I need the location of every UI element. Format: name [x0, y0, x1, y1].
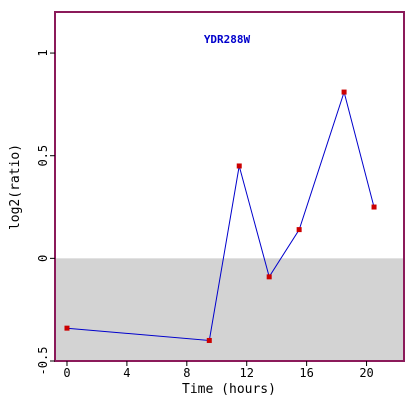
x-tick-label: 16	[299, 366, 313, 380]
x-tick-label: 4	[123, 366, 130, 380]
shaded-region-layer	[55, 258, 404, 361]
data-point	[296, 227, 302, 233]
series-points-layer	[64, 89, 377, 343]
x-tick-label: 20	[359, 366, 373, 380]
y-axis-label: log2(ratio)	[8, 144, 23, 230]
shaded-region	[55, 258, 404, 361]
data-point	[236, 163, 242, 169]
x-tick-label: 0	[63, 366, 70, 380]
x-axis-label: Time (hours)	[182, 382, 276, 397]
x-axis-ticks: 0 4 8 12 16 20	[63, 361, 374, 380]
chart-title: YDR288W	[204, 33, 251, 46]
data-point	[371, 204, 377, 210]
x-tick-label: 12	[239, 366, 253, 380]
x-tick-label: 8	[183, 366, 190, 380]
y-tick-label: 0.5	[36, 145, 50, 167]
data-point	[266, 274, 272, 280]
data-point	[341, 89, 347, 95]
y-tick-label: -0.5	[36, 347, 50, 376]
data-point	[206, 337, 212, 343]
plot-frame	[54, 11, 405, 362]
y-tick-label: 1	[36, 49, 50, 56]
data-point	[64, 325, 70, 331]
y-tick-label: 0	[36, 255, 50, 262]
y-axis-ticks: -0.5 0 0.5 1	[36, 49, 55, 375]
